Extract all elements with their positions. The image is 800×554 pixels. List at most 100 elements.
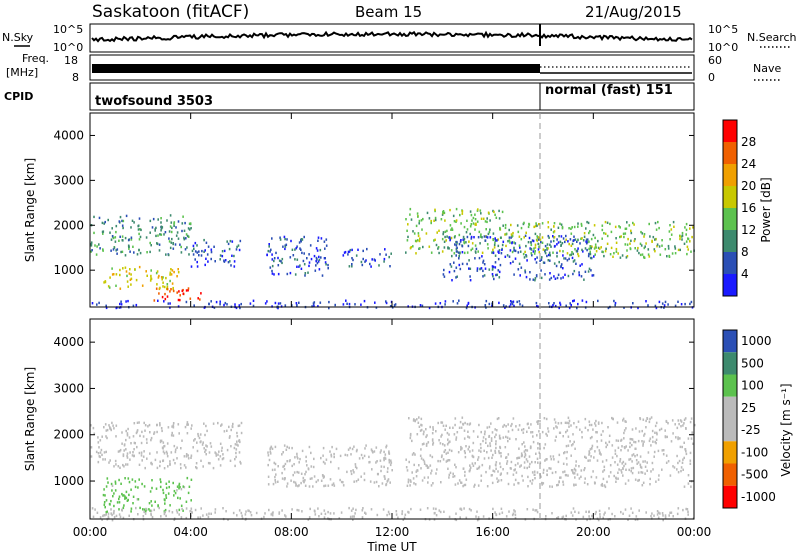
velocity-cell [165, 494, 167, 497]
velocity-cell [625, 468, 627, 471]
velocity-cell [487, 444, 489, 448]
power-cell [316, 249, 319, 252]
freq-label-line2: [MHz] [6, 66, 38, 79]
power-cell [146, 274, 148, 277]
power-cell [535, 274, 538, 277]
velocity-cell [228, 436, 231, 439]
colorbar-frame [722, 329, 738, 509]
velocity-cell [110, 428, 112, 432]
power-cell [229, 260, 231, 263]
velocity-cell [537, 420, 539, 423]
power-cell [604, 220, 607, 224]
power-cell [378, 264, 380, 267]
velocity-cell [650, 514, 652, 518]
velocity-cell [620, 469, 622, 472]
velocity-cell [333, 484, 336, 487]
freq-trace-block [92, 64, 540, 73]
power-cell [589, 230, 591, 233]
power-cell [612, 255, 614, 258]
velocity-cell [664, 516, 667, 519]
power-cell [594, 236, 596, 240]
velocity-cell [517, 462, 519, 465]
power-cell [547, 234, 550, 238]
velocity-cell [240, 511, 243, 515]
velocity-cell [616, 421, 619, 424]
power-cell [587, 270, 590, 273]
power-cell [200, 292, 202, 295]
velocity-cell [238, 509, 241, 512]
velocity-cell [514, 468, 516, 471]
power-cell [560, 223, 563, 226]
velocity-cell [172, 458, 175, 462]
velocity-cell [534, 461, 536, 464]
velocity-cell [111, 489, 113, 492]
velocity-cell [480, 474, 483, 477]
power-cell [619, 226, 621, 229]
velocity-cell [238, 439, 241, 442]
velocity-cell [641, 440, 643, 443]
velocity-cell [322, 446, 325, 450]
velocity-cell [642, 460, 644, 463]
power-cell [169, 271, 172, 274]
velocity-cell [103, 501, 106, 504]
velocity-cell [148, 508, 150, 511]
velocity-cell [217, 421, 219, 425]
power-cell [405, 251, 407, 254]
power-cell [111, 227, 113, 230]
velocity-cell [123, 504, 125, 507]
velocity-cell [630, 507, 632, 510]
velocity-cell [448, 476, 450, 479]
velocity-cell [566, 421, 568, 425]
velocity-cell [463, 483, 466, 487]
velocity-cell [510, 460, 513, 464]
power-cell [436, 231, 438, 234]
power-cell [313, 254, 316, 258]
velocity-cell [578, 477, 581, 480]
power-cell [419, 247, 421, 250]
power-cell [541, 241, 544, 244]
velocity-cell [677, 419, 680, 422]
power-cell [98, 301, 100, 305]
velocity-cell [459, 420, 462, 424]
power-cell [623, 235, 625, 239]
power-cell [498, 276, 501, 279]
velocity-cell [650, 416, 653, 419]
velocity-cell [107, 517, 110, 520]
velocity-cell [666, 435, 668, 439]
velocity-cell [383, 458, 385, 462]
velocity-cell [208, 512, 210, 515]
power-cell [441, 213, 444, 216]
power-cell [583, 278, 585, 281]
velocity-cell [115, 424, 118, 427]
velocity-cell [140, 454, 143, 457]
velocity-cell [370, 448, 373, 451]
velocity-cell [426, 434, 428, 437]
velocity-cell [531, 460, 533, 464]
velocity-cell [479, 443, 482, 446]
power-cell [517, 230, 520, 234]
power-cell [119, 302, 121, 306]
velocity-cell [329, 512, 332, 515]
velocity-cell [677, 437, 679, 441]
colorbar-swatch [723, 164, 737, 186]
power-cell [560, 235, 563, 238]
velocity-cell [128, 436, 131, 439]
power-cell [494, 266, 497, 269]
velocity-cell [420, 448, 422, 451]
power-cell [671, 252, 674, 255]
velocity-cell [114, 489, 117, 492]
power-cell [130, 238, 133, 241]
power-cell [489, 219, 491, 222]
power-cell [459, 267, 462, 271]
velocity-cell [205, 444, 207, 447]
velocity-cell [606, 480, 608, 484]
velocity-cell [391, 469, 393, 472]
power-cell [583, 235, 586, 238]
velocity-cell [159, 460, 161, 463]
velocity-cell [574, 469, 577, 472]
power-cell [412, 245, 414, 248]
power-cell [659, 253, 662, 256]
velocity-cell [538, 451, 541, 454]
power-cell [121, 239, 124, 242]
velocity-cell [553, 427, 555, 430]
